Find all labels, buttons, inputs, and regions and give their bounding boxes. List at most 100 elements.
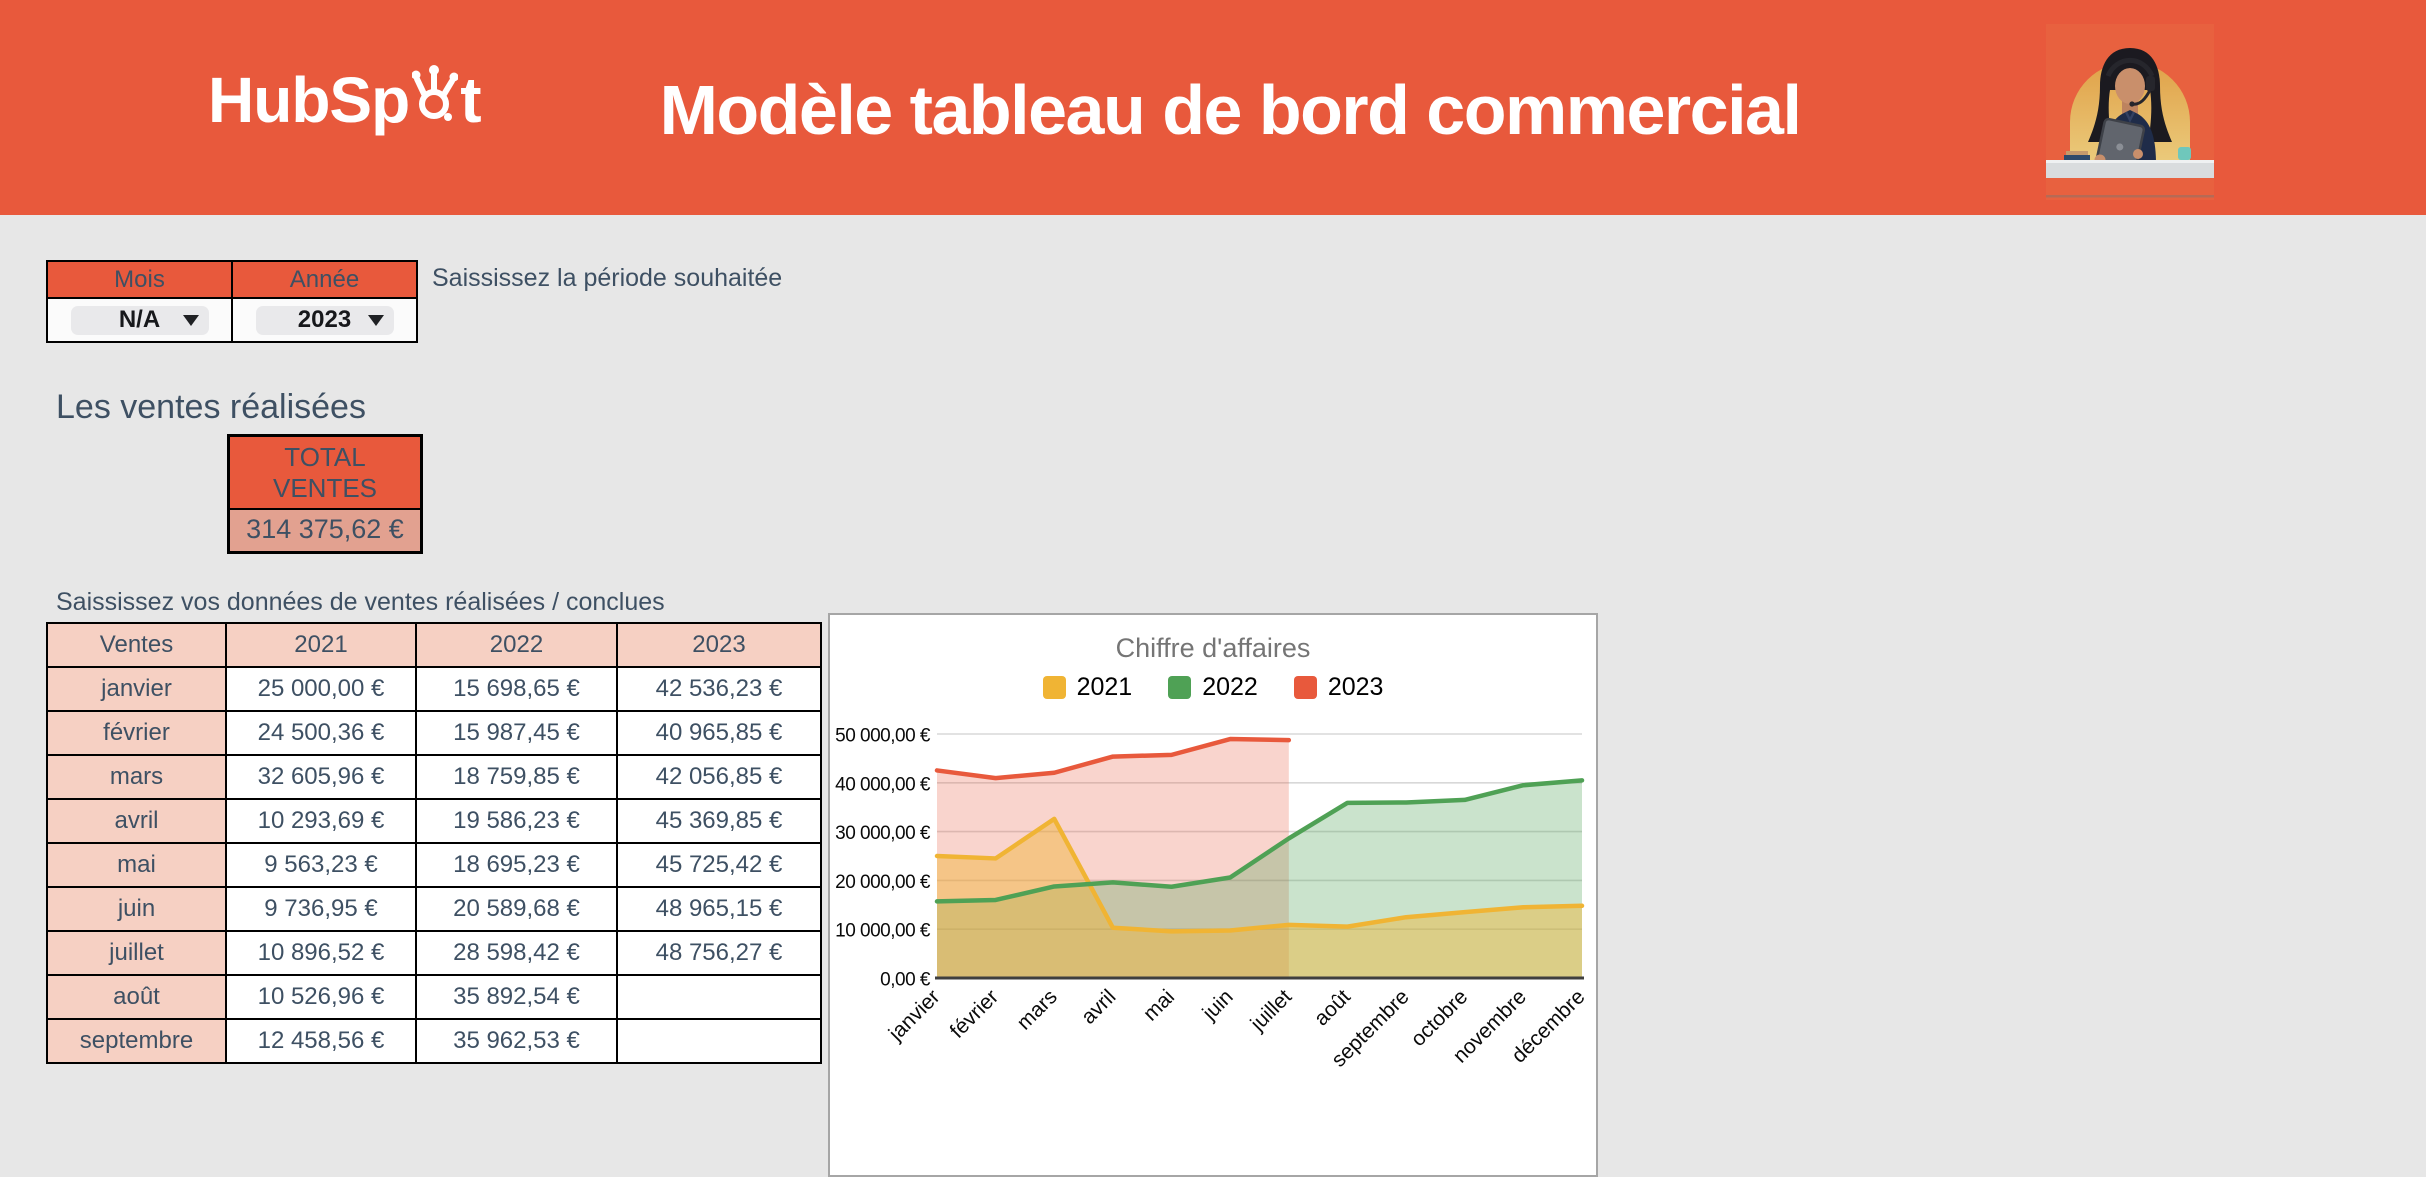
total-sales-box: TOTAL VENTES 314 375,62 € [227,434,423,555]
value-cell[interactable]: 42 056,85 € [616,754,822,800]
month-cell[interactable]: septembre [46,1018,227,1064]
month-cell[interactable]: janvier [46,666,227,712]
month-cell[interactable]: mars [46,754,227,800]
month-cell[interactable]: avril [46,798,227,844]
sales-section-heading: Les ventes réalisées [56,388,366,426]
value-cell[interactable]: 10 526,96 € [225,974,417,1020]
period-header-mois: Mois [46,260,233,299]
value-cell[interactable]: 42 536,23 € [616,666,822,712]
x-axis-tick-label: janvier [884,985,945,1046]
value-cell[interactable]: 28 598,42 € [415,930,618,976]
y-axis-tick-label: 10 000,00 € [835,921,931,942]
table-row: janvier 25 000,00 €15 698,65 €42 536,23 € [46,666,822,712]
revenue-chart-plot: 0,00 € 10 000,00 € 20 000,00 € 30 000,00 € 4… [835,726,1589,1072]
value-cell[interactable]: 32 605,96 € [225,754,417,800]
table-row: mars 32 605,96 €18 759,85 €42 056,85 € [46,754,822,800]
month-cell[interactable]: juin [46,886,227,932]
value-cell[interactable]: 12 458,56 € [225,1018,417,1064]
table-row: avril 10 293,69 €19 586,23 €45 369,85 € [46,798,822,844]
presenter-photo [2046,24,2214,200]
app-header: HubSp t Modèle tableau de bord commercia… [0,0,2426,215]
legend-label: 2023 [1327,673,1384,701]
hubspot-sprocket-icon [411,64,459,132]
y-axis-tick-label: 30 000,00 € [835,823,931,844]
value-cell[interactable]: 48 965,15 € [616,886,822,932]
legend-item: 2021 [1042,673,1133,702]
revenue-chart: 0,00 € 10 000,00 € 20 000,00 € 30 000,00 € 4… [828,613,1598,1177]
period-cell-annee: 2023 [231,297,418,343]
y-axis-tick-label: 20 000,00 € [835,872,931,893]
legend-item: 2022 [1168,673,1258,702]
value-cell[interactable]: 35 892,54 € [415,974,618,1020]
x-axis-tick-label: mars [1013,985,1062,1034]
period-header-annee: Année [231,260,418,299]
table-row: mai 9 563,23 €18 695,23 €45 725,42 € [46,842,822,888]
value-cell[interactable]: 24 500,36 € [225,710,417,756]
value-cell[interactable]: 15 698,65 € [415,666,618,712]
value-cell[interactable] [616,974,822,1020]
month-cell[interactable]: mai [46,842,227,888]
legend-swatch [1042,676,1066,699]
period-selector: Mois Année N/A 2023 [46,260,418,343]
value-cell[interactable]: 35 962,53 € [415,1018,618,1064]
y-axis-tick-label: 50 000,00 € [835,726,931,747]
column-header[interactable]: 2022 [415,622,618,668]
column-header[interactable]: Ventes [46,622,227,668]
value-cell[interactable]: 9 736,95 € [225,886,417,932]
value-cell[interactable]: 19 586,23 € [415,798,618,844]
value-cell[interactable]: 18 759,85 € [415,754,618,800]
sales-table-hint: Saississez vos données de ventes réalisé… [56,588,665,616]
month-cell[interactable]: août [46,974,227,1020]
value-cell[interactable]: 20 589,68 € [415,886,618,932]
value-cell[interactable]: 15 987,45 € [415,710,618,756]
value-cell[interactable]: 25 000,00 € [225,666,417,712]
mois-dropdown[interactable]: N/A [70,305,209,335]
value-cell[interactable]: 10 293,69 € [225,798,417,844]
value-cell[interactable] [616,1018,822,1064]
legend-label: 2022 [1202,673,1258,701]
total-sales-value[interactable]: 314 375,62 € [230,508,420,552]
x-axis-tick-label: mai [1139,985,1179,1025]
value-cell[interactable]: 48 756,27 € [616,930,822,976]
table-row: juillet 10 896,52 €28 598,42 €48 756,27 € [46,930,822,976]
sales-table: Ventes 2021 2022 2023 janvier 25 000,00 €15 … [46,622,822,1064]
value-cell[interactable]: 10 896,52 € [225,930,417,976]
hubspot-logo-text-left: HubSp [208,64,410,136]
hubspot-logo-text-right: t [460,64,481,136]
mois-dropdown-value: N/A [118,306,161,333]
presenter-photo-illustration [2046,24,2214,200]
x-axis-tick-label: juillet [1246,985,1297,1036]
column-header[interactable]: 2021 [225,622,417,668]
month-cell[interactable]: février [46,710,227,756]
x-axis-tick-label: février [946,985,1004,1043]
legend-label: 2021 [1076,673,1133,701]
legend-swatch [1168,676,1192,699]
value-cell[interactable]: 18 695,23 € [415,842,618,888]
page-title: Modèle tableau de bord commercial [659,71,1802,149]
x-axis-tick-label: avril [1077,985,1120,1028]
legend-item: 2023 [1293,673,1384,702]
dropdown-caret-icon [182,314,199,326]
annee-dropdown[interactable]: 2023 [255,305,394,335]
value-cell[interactable]: 45 725,42 € [616,842,822,888]
table-row: août 10 526,96 €35 892,54 € [46,974,822,1020]
table-row: septembre 12 458,56 €35 962,53 € [46,1018,822,1064]
dropdown-caret-icon [367,314,384,326]
y-axis-tick-label: 40 000,00 € [835,774,931,795]
table-row: juin 9 736,95 €20 589,68 €48 965,15 € [46,886,822,932]
hubspot-logo: HubSp t [208,64,482,136]
sales-table-head: Ventes 2021 2022 2023 [46,622,822,668]
legend-swatch [1293,676,1317,699]
month-cell[interactable]: juillet [46,930,227,976]
chart-title: Chiffre d'affaires [1115,633,1311,663]
table-row: février 24 500,36 €15 987,45 €40 965,85 € [46,710,822,756]
column-header[interactable]: 2023 [616,622,822,668]
annee-dropdown-value: 2023 [297,306,352,333]
period-cell-mois: N/A [46,297,233,343]
period-hint: Saississez la période souhaitée [432,264,783,292]
y-axis-tick-label: 0,00 € [880,970,931,991]
value-cell[interactable]: 40 965,85 € [616,710,822,756]
sales-table-body: janvier 25 000,00 €15 698,65 €42 536,23 €… [46,666,822,1064]
value-cell[interactable]: 45 369,85 € [616,798,822,844]
value-cell[interactable]: 9 563,23 € [225,842,417,888]
